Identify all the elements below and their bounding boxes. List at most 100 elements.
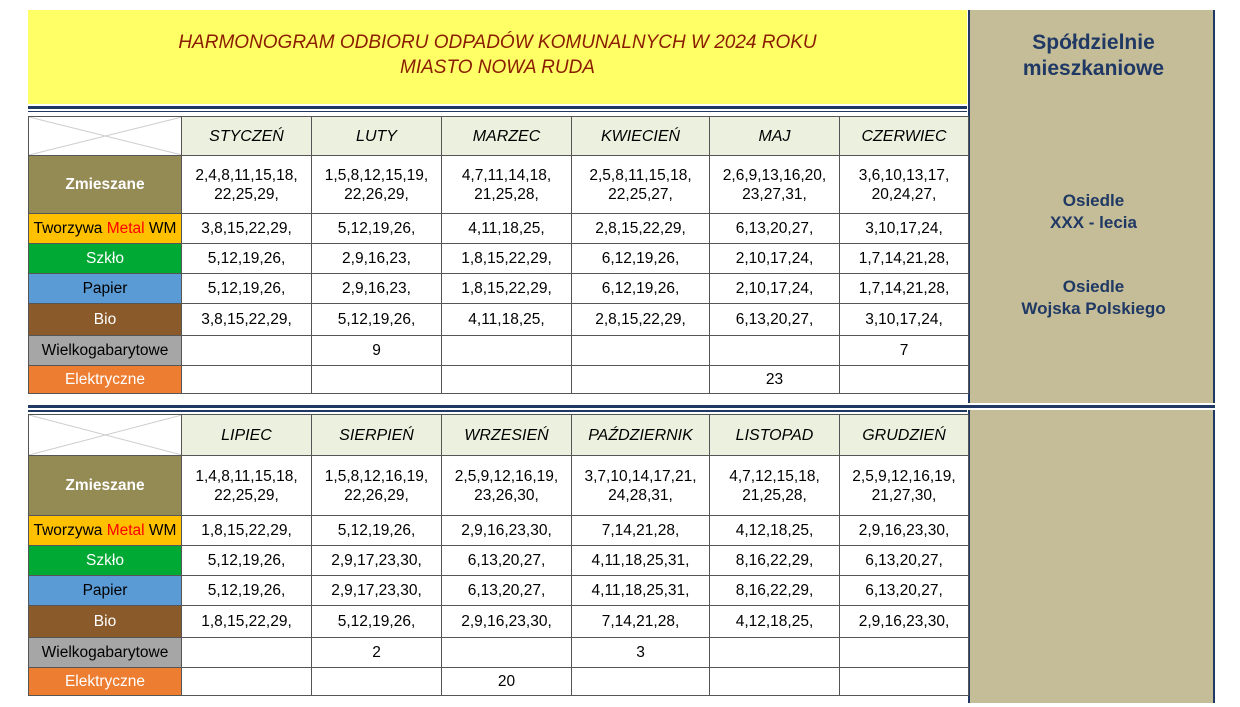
dates-cell: [571, 365, 710, 394]
dates-cell: 4,7,12,15,18, 21,25,28,: [709, 455, 840, 516]
separator-top-thin: [28, 111, 967, 112]
dates-cell: [571, 667, 710, 696]
empty-corner-cell: [28, 414, 182, 456]
dates-cell: 6,13,20,27,: [709, 303, 840, 336]
schedule-table-h2: LIPIEC SIERPIEŃ WRZESIEŃ PAŹDZIERNIK LIS…: [28, 414, 969, 696]
dates-cell: 1,8,15,22,29,: [181, 515, 312, 546]
month-header: WRZESIEŃ: [441, 414, 572, 456]
dates-cell: 5,12,19,26,: [181, 273, 312, 304]
dates-cell: [839, 667, 969, 696]
dates-cell: 2,5,9,12,16,19, 23,26,30,: [441, 455, 572, 516]
row-tworzywa: Tworzywa Metal WM 3,8,15,22,29, 5,12,19,…: [28, 213, 969, 244]
category-zmieszane: Zmieszane: [28, 455, 182, 516]
dates-cell: [181, 667, 312, 696]
month-header: SIERPIEŃ: [311, 414, 442, 456]
dates-cell: 6,13,20,27,: [839, 575, 969, 606]
sidebar-heading-1: Spółdzielnie: [1032, 31, 1155, 54]
dates-cell: 3: [571, 637, 710, 668]
month-header: GRUDZIEŃ: [839, 414, 969, 456]
dates-cell: 4,11,18,25,: [441, 303, 572, 336]
estate2-line-1: Osiedle: [1062, 277, 1125, 296]
empty-corner-cell: [28, 116, 182, 156]
separator-middle-thin: [28, 410, 967, 412]
dates-cell: 7: [839, 335, 969, 366]
row-papier: Papier 5,12,19,26, 2,9,17,23,30, 6,13,20…: [28, 575, 969, 606]
dates-cell: 2,9,16,23,30,: [839, 515, 969, 546]
dates-cell: 2,9,16,23,30,: [839, 605, 969, 638]
row-zmieszane: Zmieszane 2,4,8,11,15,18, 22,25,29, 1,5,8…: [28, 155, 969, 214]
dates-cell: [709, 637, 840, 668]
dates-cell: 1,8,15,22,29,: [441, 243, 572, 274]
row-bio: Bio 3,8,15,22,29, 5,12,19,26, 4,11,18,25…: [28, 303, 969, 336]
title-line-2: MIASTO NOWA RUDA: [400, 57, 595, 78]
dates-cell: 2,5,8,11,15,18, 22,25,27,: [571, 155, 710, 214]
dates-cell: 3,10,17,24,: [839, 213, 969, 244]
dates-cell: 4,7,11,14,18, 21,25,28,: [441, 155, 572, 214]
dates-cell: 2,9,16,23,30,: [441, 515, 572, 546]
dates-cell: 5,12,19,26,: [181, 575, 312, 606]
dates-cell: 1,5,8,12,16,19, 22,26,29,: [311, 455, 442, 516]
crossed-box-icon: [29, 117, 181, 155]
schedule-table-h1: STYCZEŃ LUTY MARZEC KWIECIEŃ MAJ CZERWIE…: [28, 116, 969, 394]
dates-cell: 1,4,8,11,15,18, 22,25,29,: [181, 455, 312, 516]
row-wielkogabarytowe: Wielkogabarytowe 9 7: [28, 335, 969, 366]
month-header: MAJ: [709, 116, 840, 156]
dates-cell: 23: [709, 365, 840, 394]
dates-cell: 3,10,17,24,: [839, 303, 969, 336]
dates-cell: 2,6,9,13,16,20, 23,27,31,: [709, 155, 840, 214]
dates-cell: 6,12,19,26,: [571, 243, 710, 274]
dates-cell: 3,8,15,22,29,: [181, 303, 312, 336]
dates-cell: 4,11,18,25,: [441, 213, 572, 244]
dates-cell: 7,14,21,28,: [571, 515, 710, 546]
dates-cell: 2,9,16,23,: [311, 243, 442, 274]
category-wielkogabarytowe: Wielkogabarytowe: [28, 335, 182, 366]
dates-cell: 1,7,14,21,28,: [839, 273, 969, 304]
category-bio: Bio: [28, 605, 182, 638]
dates-cell: 4,11,18,25,31,: [571, 545, 710, 576]
dates-cell: 2,9,17,23,30,: [311, 575, 442, 606]
separator-middle: [28, 405, 1215, 408]
row-papier: Papier 5,12,19,26, 2,9,16,23, 1,8,15,22,…: [28, 273, 969, 304]
category-tworzywa: Tworzywa Metal WM: [28, 515, 182, 546]
dates-cell: 4,12,18,25,: [709, 605, 840, 638]
dates-cell: [441, 365, 572, 394]
month-header: PAŹDZIERNIK: [571, 414, 710, 456]
dates-cell: [181, 335, 312, 366]
dates-cell: 2,4,8,11,15,18, 22,25,29,: [181, 155, 312, 214]
estate2-line-2: Wojska Polskiego: [1021, 299, 1166, 318]
category-tworzywa: Tworzywa Metal WM: [28, 213, 182, 244]
dates-cell: 2,5,9,12,16,19, 21,27,30,: [839, 455, 969, 516]
row-elektryczne: Elektryczne 23: [28, 365, 969, 394]
row-zmieszane: Zmieszane 1,4,8,11,15,18, 22,25,29, 1,5,8…: [28, 455, 969, 516]
category-zmieszane: Zmieszane: [28, 155, 182, 214]
dates-cell: 5,12,19,26,: [311, 515, 442, 546]
dates-cell: [709, 667, 840, 696]
dates-cell: 5,12,19,26,: [311, 605, 442, 638]
dates-cell: 8,16,22,29,: [709, 575, 840, 606]
dates-cell: [571, 335, 710, 366]
dates-cell: 4,12,18,25,: [709, 515, 840, 546]
sidebar-panel-top: Spółdzielnie mieszkaniowe Osiedle XXX - …: [968, 10, 1215, 403]
dates-cell: 1,5,8,12,15,19, 22,26,29,: [311, 155, 442, 214]
month-header: CZERWIEC: [839, 116, 969, 156]
category-wielkogabarytowe: Wielkogabarytowe: [28, 637, 182, 668]
schedule-title: HARMONOGRAM ODBIORU ODPADÓW KOMUNALNYCH …: [28, 10, 967, 104]
month-header: STYCZEŃ: [181, 116, 312, 156]
dates-cell: 5,12,19,26,: [181, 545, 312, 576]
dates-cell: 3,8,15,22,29,: [181, 213, 312, 244]
month-header-row: STYCZEŃ LUTY MARZEC KWIECIEŃ MAJ CZERWIE…: [28, 116, 969, 156]
month-header: LUTY: [311, 116, 442, 156]
dates-cell: [709, 335, 840, 366]
dates-cell: 2,10,17,24,: [709, 243, 840, 274]
dates-cell: 2,8,15,22,29,: [571, 213, 710, 244]
dates-cell: 6,13,20,27,: [839, 545, 969, 576]
dates-cell: 2,9,16,23,30,: [441, 605, 572, 638]
row-bio: Bio 1,8,15,22,29, 5,12,19,26, 2,9,16,23,…: [28, 605, 969, 638]
dates-cell: 6,12,19,26,: [571, 273, 710, 304]
dates-cell: 5,12,19,26,: [311, 213, 442, 244]
estate1-line-2: XXX - lecia: [1050, 213, 1137, 232]
category-szklo: Szkło: [28, 243, 182, 274]
dates-cell: 3,7,10,14,17,21, 24,28,31,: [571, 455, 710, 516]
dates-cell: [311, 667, 442, 696]
month-header-row: LIPIEC SIERPIEŃ WRZESIEŃ PAŹDZIERNIK LIS…: [28, 414, 969, 456]
